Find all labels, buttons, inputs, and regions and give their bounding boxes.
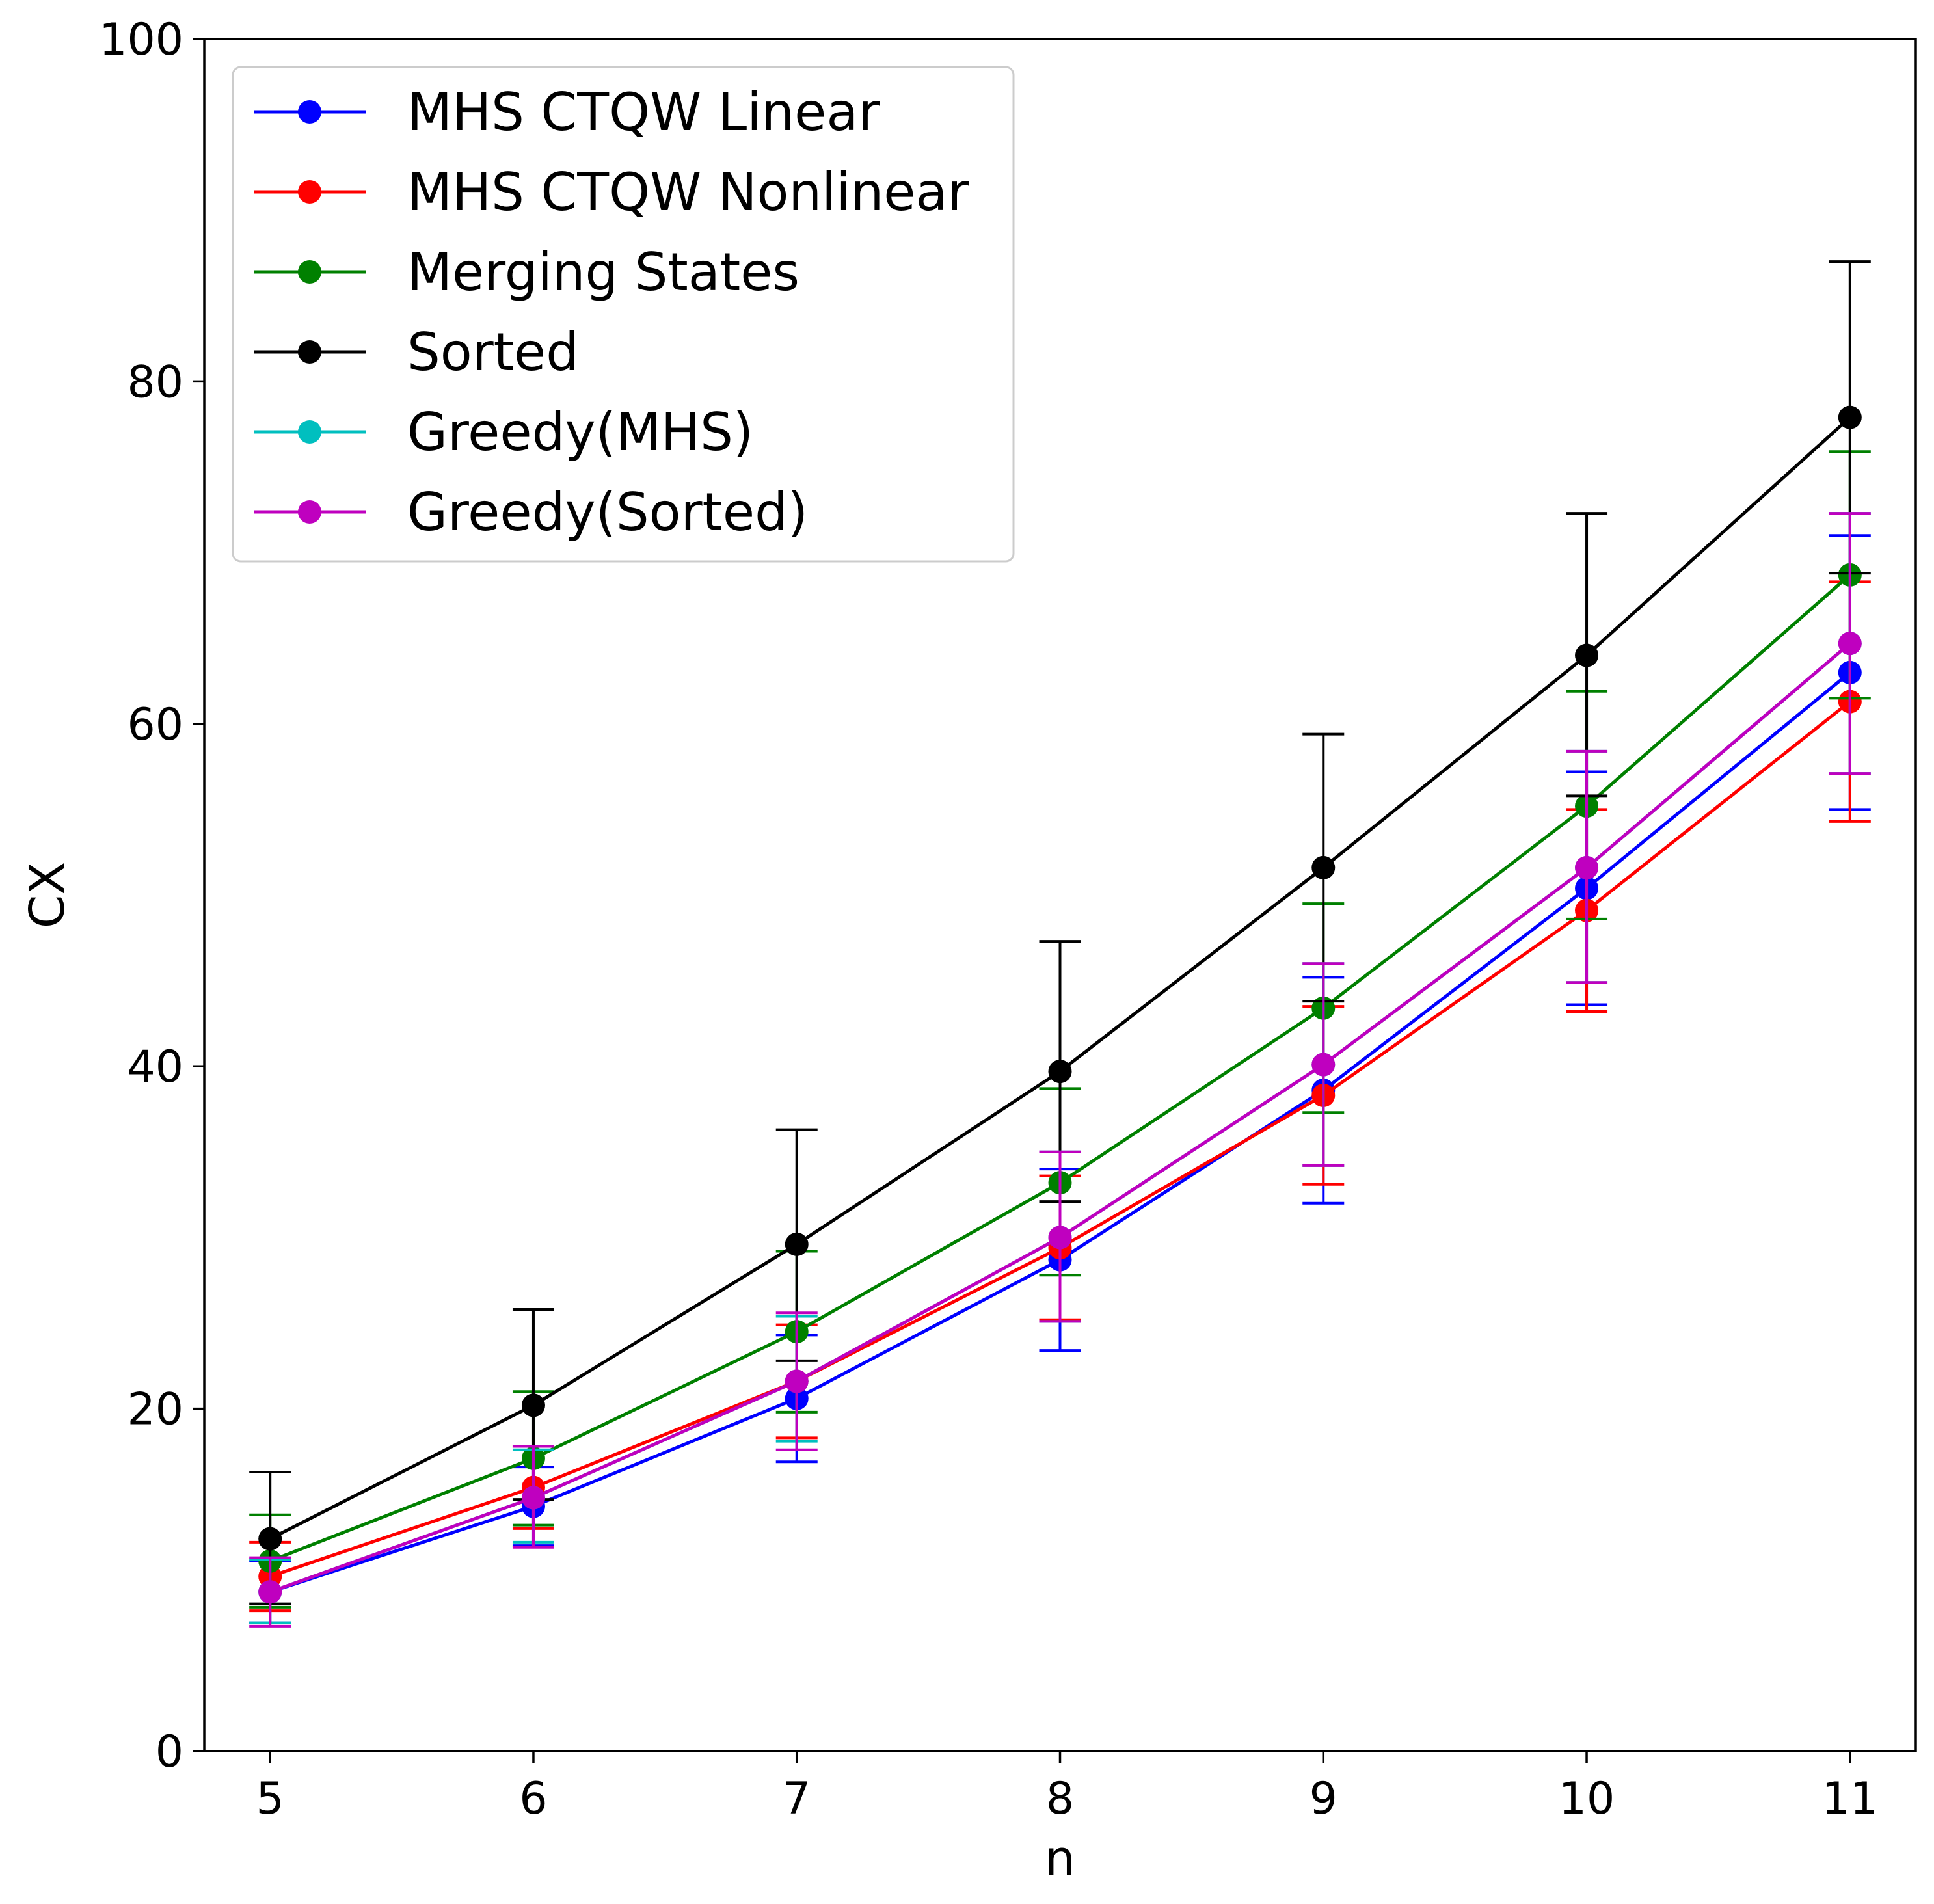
y-tick-label: 20 (127, 1384, 183, 1436)
data-point (521, 1393, 545, 1417)
legend-swatch-marker (298, 500, 321, 524)
legend-swatch-marker (298, 340, 321, 364)
legend-item-5: Greedy(Sorted) (254, 482, 808, 543)
y-tick-label: 40 (127, 1041, 183, 1093)
legend-swatch-marker (298, 420, 321, 444)
y-tick-label: 80 (127, 356, 183, 408)
legend-label: Merging States (407, 242, 799, 302)
legend-label: MHS CTQW Linear (407, 82, 880, 142)
x-tick-label: 10 (1559, 1773, 1615, 1825)
y-tick-label: 0 (155, 1726, 183, 1778)
x-tick-label: 9 (1309, 1773, 1337, 1825)
legend-swatch-marker (298, 180, 321, 204)
legend-item-4: Greedy(MHS) (254, 402, 753, 463)
data-point (1838, 632, 1862, 656)
data-point (258, 1580, 282, 1604)
series-5 (249, 512, 1871, 1628)
x-tick-label: 8 (1046, 1773, 1074, 1825)
data-point (1575, 855, 1599, 879)
y-axis-title: CX (20, 862, 75, 928)
legend-label: Greedy(Sorted) (407, 482, 808, 543)
data-point (1311, 855, 1336, 879)
legend-label: Greedy(MHS) (407, 402, 753, 463)
legend-item-1: MHS CTQW Nonlinear (254, 162, 969, 222)
data-point (1311, 1053, 1336, 1077)
legend-item-3: Sorted (254, 322, 579, 382)
x-tick-label: 7 (783, 1773, 811, 1825)
data-point (521, 1486, 545, 1510)
legend-swatch-marker (298, 260, 321, 284)
legend-label: MHS CTQW Nonlinear (407, 162, 969, 222)
plot-area (249, 260, 1871, 1628)
legend-label: Sorted (407, 322, 579, 382)
data-point (1575, 643, 1599, 667)
x-tick-label: 11 (1822, 1773, 1879, 1825)
y-tick-label: 60 (127, 699, 183, 751)
y-tick-label: 100 (99, 14, 183, 66)
legend-box (232, 66, 1015, 563)
data-point (1048, 1226, 1072, 1250)
x-tick-label: 5 (256, 1773, 284, 1825)
data-point (785, 1232, 809, 1256)
data-point (785, 1369, 809, 1393)
data-point (258, 1527, 282, 1551)
x-axis-title: n (1045, 1830, 1075, 1886)
legend-item-0: MHS CTQW Linear (254, 82, 880, 142)
legend-item-2: Merging States (254, 242, 799, 302)
legend-swatch-marker (298, 100, 321, 124)
axes: n CX 5 6 7 8 9 10 11 0 20 40 60 80 100 (20, 14, 1917, 1886)
data-point (1838, 405, 1862, 429)
x-tick-label: 6 (519, 1773, 547, 1825)
data-point (1048, 1060, 1072, 1084)
legend: MHS CTQW Linear MHS CTQW Nonlinear Merging… (232, 66, 1015, 563)
